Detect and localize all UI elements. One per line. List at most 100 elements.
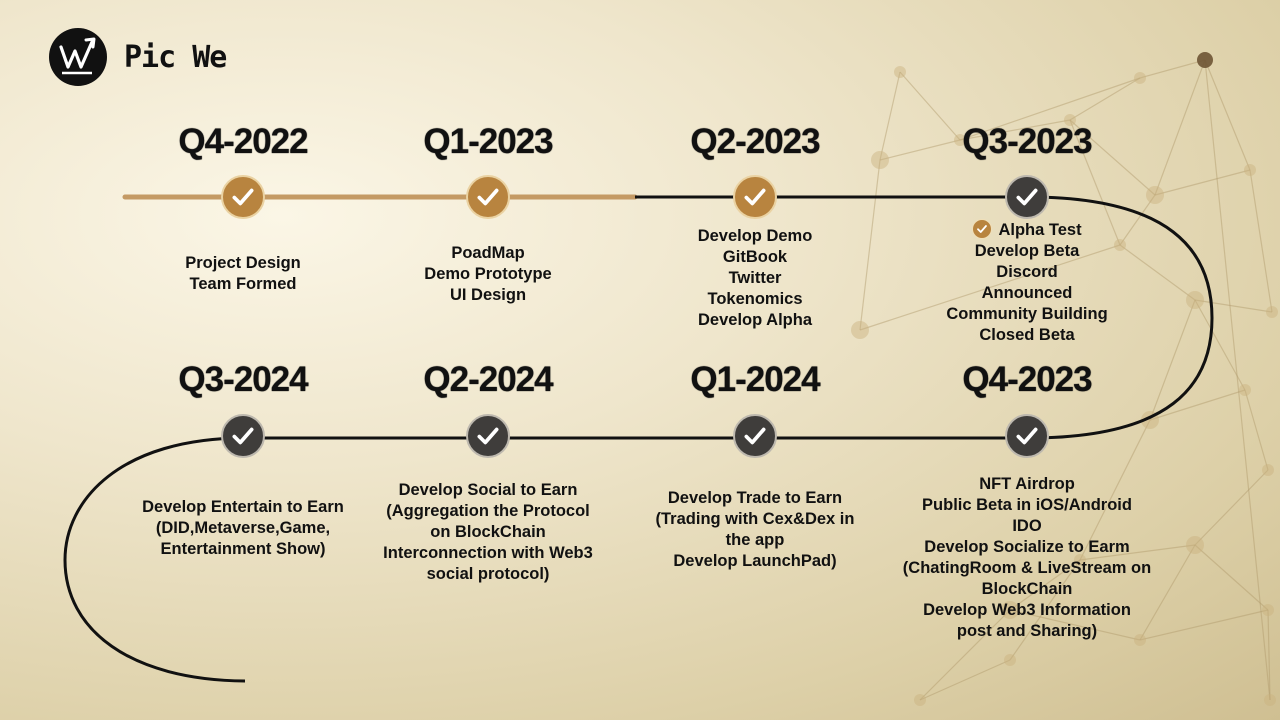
milestone-item-text: Demo Prototype xyxy=(424,265,552,283)
milestone-item-text: Discord xyxy=(996,263,1058,281)
milestone-item: Develop Entertain to Earn xyxy=(98,497,388,518)
milestone-node-pending xyxy=(221,414,265,458)
milestone-item: (Aggregation the Protocol xyxy=(328,501,648,522)
network-node xyxy=(1262,604,1274,616)
network-node xyxy=(1114,239,1126,251)
network-line xyxy=(959,77,1141,141)
milestone-item-text: social protocol) xyxy=(426,565,550,583)
milestone-item: (Trading with Cex&Dex in xyxy=(610,509,900,530)
milestone-item-text: Tokenomics xyxy=(707,290,803,308)
milestone-item: GitBook xyxy=(610,247,900,268)
milestone-item: PoadMap xyxy=(343,243,633,264)
milestone-item-text: Closed Beta xyxy=(979,326,1075,344)
network-node xyxy=(1074,554,1086,566)
milestone-item: (ChatingRoom & LiveStream on xyxy=(867,558,1187,579)
milestone-node-pending xyxy=(1005,414,1049,458)
network-node xyxy=(1266,306,1278,318)
milestone-item-text: Develop Demo xyxy=(697,227,813,245)
milestone-item: Public Beta in iOS/Android xyxy=(867,495,1187,516)
milestone-item-text: NFT Airdrop xyxy=(979,475,1075,493)
milestone-item: Develop Beta xyxy=(882,241,1172,262)
checkmark-icon xyxy=(1016,188,1038,206)
milestone-item: NFT Airdrop xyxy=(867,474,1187,495)
network-line xyxy=(919,659,1011,701)
milestone-item: Community Building xyxy=(882,304,1172,325)
milestone-item: Interconnection with Web3 xyxy=(328,543,648,564)
network-node xyxy=(1001,601,1019,619)
network-line xyxy=(1069,77,1141,121)
milestone-item-text: UI Design xyxy=(449,286,527,304)
milestone-node-pending xyxy=(466,414,510,458)
network-line xyxy=(1267,609,1271,701)
milestone-items: PoadMap Demo Prototype UI Design xyxy=(343,243,633,306)
milestone-item: UI Design xyxy=(343,285,633,306)
checkmark-icon xyxy=(232,188,254,206)
checkmark-icon xyxy=(744,427,766,445)
network-node xyxy=(1262,464,1274,476)
network-line xyxy=(1194,299,1246,391)
network-line xyxy=(1204,59,1251,171)
milestone-item-text: on BlockChain xyxy=(430,523,546,541)
milestone-item: Discord xyxy=(882,262,1172,283)
milestone-item: Develop Social to Earn xyxy=(328,480,648,501)
quarter-label: Q3-2024 xyxy=(178,360,308,399)
milestone-items: Develop Demo GitBook Twitter Tokenomics Deve… xyxy=(610,226,900,331)
network-node xyxy=(1239,384,1251,396)
milestone-item-text: Develop Alpha xyxy=(698,311,812,329)
network-line xyxy=(1139,59,1206,79)
network-node xyxy=(1264,694,1276,706)
milestone-items: Alpha Test Develop Beta Discord Announced Co… xyxy=(882,219,1172,346)
milestone-item: Alpha Test xyxy=(882,219,1172,241)
milestone-item-text: Develop Trade to Earn xyxy=(667,489,843,507)
network-line xyxy=(1204,59,1271,701)
brand-logo: Pic We xyxy=(48,27,227,87)
network-node xyxy=(914,694,926,706)
picwe-logo-icon xyxy=(49,28,107,86)
milestone-item-text: Develop Entertain to Earn xyxy=(142,498,344,516)
checkmark-icon xyxy=(232,427,254,445)
milestone-item: Twitter xyxy=(610,268,900,289)
milestone-item: BlockChain xyxy=(867,579,1187,600)
network-node xyxy=(1197,52,1213,68)
network-node xyxy=(1134,634,1146,646)
milestone-item-text: (Aggregation the Protocol xyxy=(386,502,590,520)
network-line xyxy=(959,119,1071,141)
network-line xyxy=(1009,609,1141,641)
milestone-item-text: (DID,Metaverse,Game, xyxy=(155,519,331,537)
milestone-item-text: Announced xyxy=(981,284,1073,302)
milestone-item: Demo Prototype xyxy=(343,264,633,285)
milestone-item-text: GitBook xyxy=(722,248,788,266)
milestone-item: Team Formed xyxy=(98,274,388,295)
quarter-label: Q4-2023 xyxy=(962,360,1092,399)
milestone-item: Develop Web3 Information xyxy=(867,600,1187,621)
milestone-item-text: the app xyxy=(725,531,785,549)
milestone-item: Develop Socialize to Earm xyxy=(867,537,1187,558)
quarter-label: Q4-2022 xyxy=(178,122,308,161)
network-line xyxy=(1194,544,1269,611)
milestone-item: (DID,Metaverse,Game, xyxy=(98,518,388,539)
network-line xyxy=(1079,544,1196,561)
completed-check-icon xyxy=(972,219,993,239)
brand-name: Pic We xyxy=(124,39,227,75)
quarter-label: Q2-2024 xyxy=(423,360,553,399)
milestone-items: Develop Entertain to Earn (DID,Metaverse,… xyxy=(98,497,388,560)
network-line xyxy=(1139,544,1196,641)
network-line xyxy=(1069,119,1121,246)
network-line xyxy=(1149,299,1196,421)
network-line xyxy=(859,244,1121,331)
network-node xyxy=(1186,291,1204,309)
milestone-item: Develop Trade to Earn xyxy=(610,488,900,509)
checkmark-icon xyxy=(977,225,988,233)
network-line xyxy=(1194,469,1269,546)
milestone-item-text: PoadMap xyxy=(451,244,525,262)
checkmark-icon xyxy=(1016,427,1038,445)
milestone-item-text: (Trading with Cex&Dex in xyxy=(655,510,855,528)
network-node xyxy=(1004,654,1016,666)
network-line xyxy=(1009,559,1081,661)
milestone-items: Project Design Team Formed xyxy=(98,253,388,295)
network-line xyxy=(1119,194,1156,246)
milestone-item-text: post and Sharing) xyxy=(956,622,1098,640)
milestone-item-text: Develop Socialize to Earm xyxy=(924,538,1130,556)
